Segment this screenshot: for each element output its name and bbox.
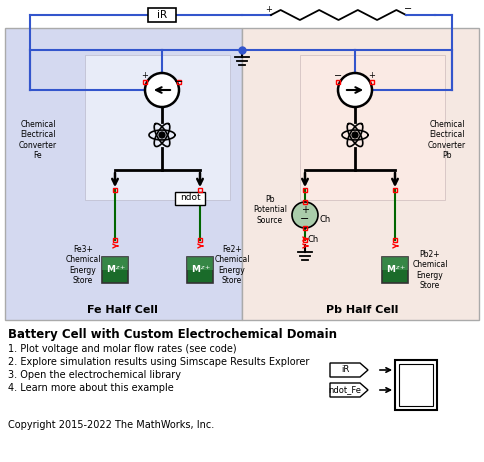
- Bar: [393, 188, 397, 192]
- Bar: [177, 80, 181, 84]
- Bar: [303, 200, 307, 204]
- Polygon shape: [330, 383, 368, 397]
- Text: Ch: Ch: [308, 236, 319, 244]
- Text: Fe3+
Chemical
Energy
Store: Fe3+ Chemical Energy Store: [65, 245, 101, 285]
- Text: Pb
Potential
Source: Pb Potential Source: [253, 195, 287, 225]
- Text: +: +: [266, 5, 272, 13]
- Circle shape: [145, 73, 179, 107]
- Circle shape: [352, 132, 358, 138]
- Bar: [336, 80, 340, 84]
- Text: Fe Half Cell: Fe Half Cell: [87, 305, 157, 315]
- Text: $\mathbf{M}^{z+}$: $\mathbf{M}^{z+}$: [191, 263, 211, 275]
- Bar: [370, 80, 374, 84]
- Text: iR: iR: [341, 365, 349, 375]
- Text: +: +: [368, 72, 376, 80]
- Bar: [175, 192, 205, 205]
- Text: ndot_Fe: ndot_Fe: [329, 385, 362, 395]
- Bar: [198, 238, 202, 242]
- Text: +: +: [301, 205, 309, 215]
- Text: Pb Half Cell: Pb Half Cell: [326, 305, 398, 315]
- Polygon shape: [330, 363, 368, 377]
- Bar: [393, 238, 397, 242]
- Bar: [102, 257, 128, 283]
- Text: −: −: [300, 214, 310, 224]
- Text: Ch: Ch: [319, 214, 330, 224]
- Bar: [187, 257, 213, 283]
- Text: iR: iR: [157, 10, 167, 20]
- Text: ndot: ndot: [180, 194, 200, 202]
- Circle shape: [292, 202, 318, 228]
- Text: 2. Explore simulation results using Simscape Results Explorer: 2. Explore simulation results using Sims…: [8, 357, 309, 367]
- Bar: [303, 226, 307, 230]
- Bar: [113, 238, 117, 242]
- Text: Copyright 2015-2022 The MathWorks, Inc.: Copyright 2015-2022 The MathWorks, Inc.: [8, 420, 214, 430]
- Text: 4. Learn more about this example: 4. Learn more about this example: [8, 383, 174, 393]
- Bar: [303, 238, 307, 242]
- Text: +: +: [141, 72, 149, 80]
- Bar: [382, 257, 408, 270]
- Bar: [303, 188, 307, 192]
- Bar: [395, 360, 437, 410]
- Bar: [382, 257, 408, 283]
- Bar: [143, 80, 147, 84]
- Text: Chemical
Electrical
Converter
Pb: Chemical Electrical Converter Pb: [428, 120, 466, 160]
- Text: $\mathbf{M}^{z+}$: $\mathbf{M}^{z+}$: [106, 263, 126, 275]
- Bar: [148, 8, 176, 22]
- Circle shape: [338, 73, 372, 107]
- Bar: [113, 188, 117, 192]
- Text: −: −: [334, 71, 342, 81]
- Bar: [102, 257, 128, 270]
- Text: $\mathbf{M}^{z+}$: $\mathbf{M}^{z+}$: [386, 263, 406, 275]
- Text: −: −: [404, 4, 412, 14]
- Bar: [187, 257, 213, 270]
- Text: 3. Open the electrochemical library: 3. Open the electrochemical library: [8, 370, 181, 380]
- Text: 1. Plot voltage and molar flow rates (see code): 1. Plot voltage and molar flow rates (se…: [8, 344, 237, 354]
- Circle shape: [159, 132, 165, 138]
- Bar: [300, 55, 445, 200]
- Bar: [198, 188, 202, 192]
- Text: Chemical
Electrical
Converter
Fe: Chemical Electrical Converter Fe: [19, 120, 57, 160]
- Text: −: −: [174, 77, 184, 87]
- Bar: [85, 55, 230, 200]
- Text: Battery Cell with Custom Electrochemical Domain: Battery Cell with Custom Electrochemical…: [8, 328, 337, 341]
- Text: Fe2+
Chemical
Energy
Store: Fe2+ Chemical Energy Store: [214, 245, 250, 285]
- Text: Pb2+
Chemical
Energy
Store: Pb2+ Chemical Energy Store: [412, 250, 448, 290]
- Bar: [5, 28, 242, 320]
- Bar: [399, 364, 433, 406]
- Bar: [242, 28, 479, 320]
